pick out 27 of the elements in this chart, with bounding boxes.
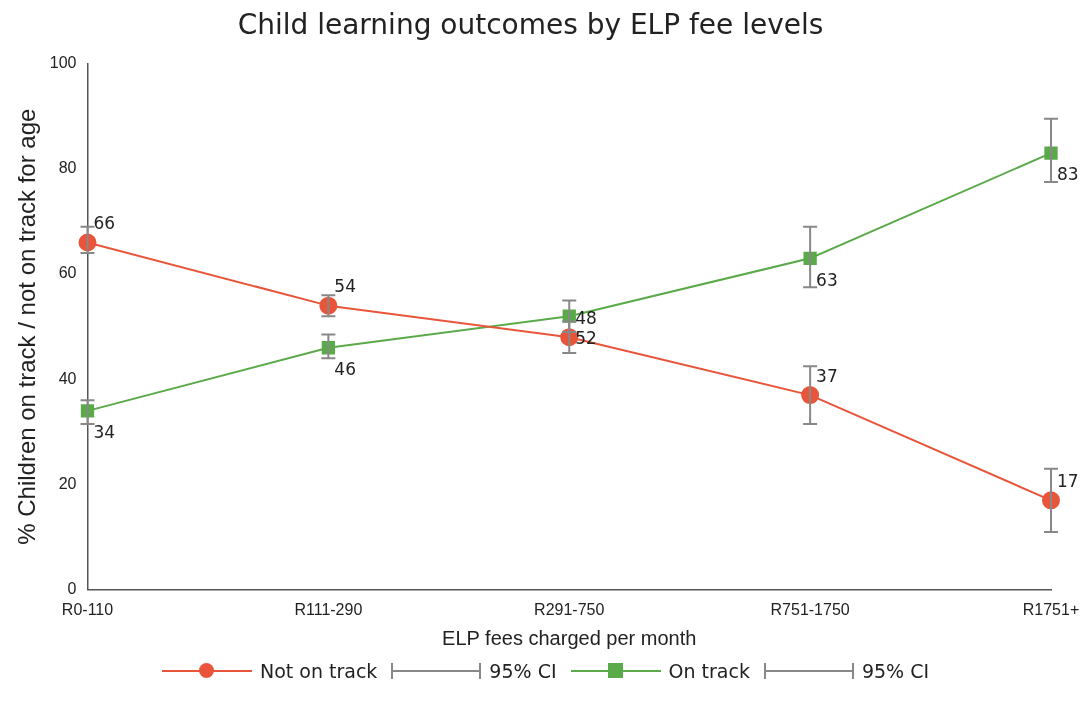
data-label: 34 (93, 422, 116, 443)
data-label: 54 (334, 276, 357, 297)
y-tick-label: 80 (58, 159, 77, 177)
y-tick-label: 60 (58, 264, 77, 282)
chart-title: Child learning outcomes by ELP fee levels (237, 8, 824, 42)
y-tick-label: 40 (58, 369, 77, 387)
y-tick-label: 100 (49, 54, 77, 72)
data-label: 63 (816, 269, 838, 290)
text: 95% CI (489, 660, 557, 682)
x-tick-label: R751-1750 (770, 600, 850, 618)
data-label: 37 (816, 365, 838, 386)
data-label: 48 (575, 307, 597, 328)
y-axis-title: % Children on track / not on track for age (13, 108, 41, 545)
x-tick-label: R1751+ (1022, 600, 1080, 618)
data-label: 46 (334, 359, 357, 380)
legend-label: Not on track (259, 660, 378, 682)
x-tick-label: R111-290 (294, 600, 363, 618)
y-tick-label: 20 (58, 474, 77, 492)
data-label: 83 (1057, 164, 1079, 185)
x-tick-label: R291-750 (534, 600, 605, 618)
data-label: 66 (93, 212, 116, 233)
text: 95% CI (861, 660, 930, 682)
x-tick-label: R0-110 (61, 600, 114, 618)
data-label: 17 (1057, 470, 1079, 491)
legend-label: On track (668, 660, 750, 682)
y-tick-label: 0 (67, 580, 77, 598)
x-axis-title: ELP fees charged per month (442, 626, 697, 649)
